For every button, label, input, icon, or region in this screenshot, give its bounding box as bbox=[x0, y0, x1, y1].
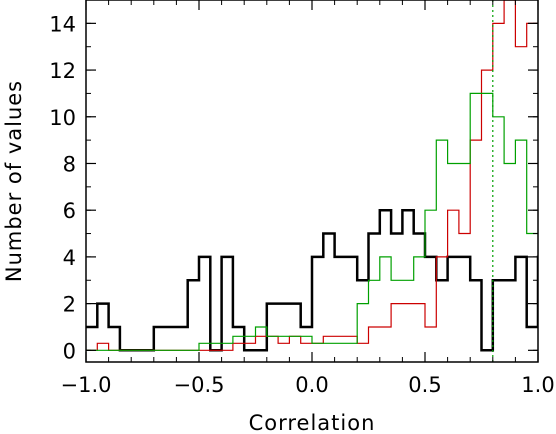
series-line-2 bbox=[86, 92, 538, 351]
y-tick-label: 2 bbox=[63, 293, 76, 317]
x-tick-label: −0.5 bbox=[174, 373, 225, 397]
series-line-0 bbox=[86, 208, 538, 352]
series-layer bbox=[86, 0, 538, 352]
x-tick-label: 0.5 bbox=[408, 373, 441, 397]
y-tick-label: 14 bbox=[49, 12, 76, 36]
x-tick-label: −1.0 bbox=[61, 373, 112, 397]
x-tick-labels: −1.0 −0.5 0.0 0.5 1.0 bbox=[61, 373, 555, 397]
y-tick-label: 0 bbox=[63, 339, 76, 363]
tick-layer bbox=[85, 0, 539, 362]
y-tick-label: 4 bbox=[63, 246, 76, 270]
y-tick-labels: 0 2 4 6 8 10 12 14 bbox=[49, 12, 76, 363]
y-tick-label: 10 bbox=[49, 106, 76, 130]
y-tick-label: 8 bbox=[63, 152, 76, 176]
y-axis-title: Number of values bbox=[2, 80, 26, 282]
y-tick-label: 6 bbox=[63, 199, 76, 223]
y-tick-label: 12 bbox=[49, 59, 76, 83]
x-tick-label: 1.0 bbox=[521, 373, 554, 397]
x-tick-label: 0.0 bbox=[295, 373, 328, 397]
x-axis-title: Correlation bbox=[249, 411, 376, 434]
